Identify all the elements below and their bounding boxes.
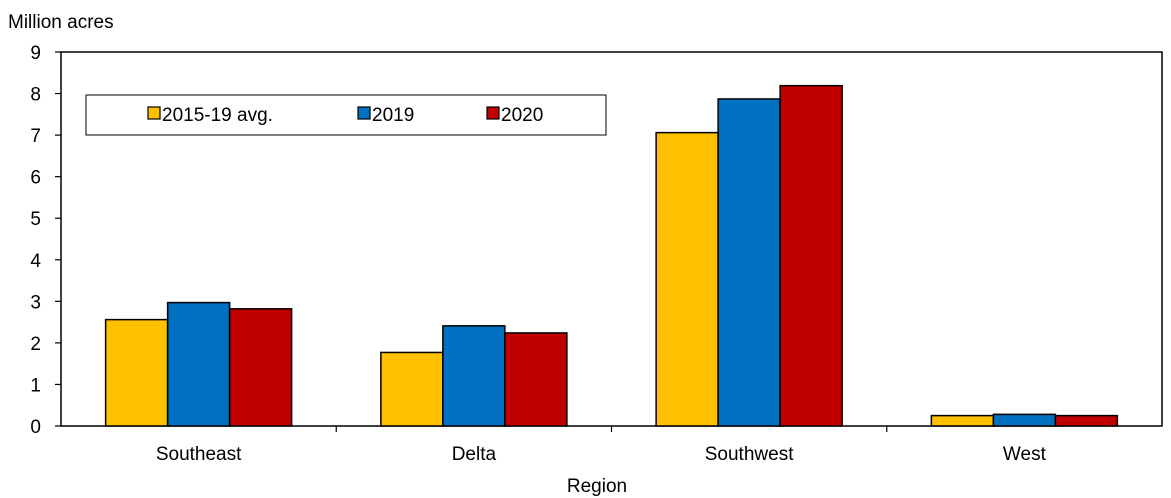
y-axis-title: Million acres bbox=[8, 12, 114, 33]
y-tick-label: 6 bbox=[30, 168, 41, 189]
bar bbox=[930, 414, 995, 427]
legend-swatch bbox=[147, 106, 161, 120]
bar bbox=[1054, 414, 1119, 427]
bar bbox=[779, 84, 843, 427]
legend-label: 2019 bbox=[372, 105, 414, 126]
x-axis-title: Region bbox=[567, 476, 627, 497]
bar bbox=[442, 325, 506, 427]
bar bbox=[166, 301, 231, 427]
plot-area: 0 1 2 3 4 5 6 7 8 9 Southeast Delta Southwest West bbox=[30, 43, 1163, 465]
y-tick-label: 1 bbox=[30, 375, 41, 396]
bar bbox=[504, 332, 568, 427]
y-tick-label: 7 bbox=[30, 126, 41, 147]
x-tick-label: Delta bbox=[452, 444, 497, 465]
y-tick-label: 0 bbox=[30, 417, 41, 438]
bar bbox=[228, 308, 293, 427]
bar bbox=[717, 98, 781, 427]
legend-box bbox=[85, 94, 607, 136]
y-tick-label: 3 bbox=[30, 292, 41, 313]
x-tick-label: West bbox=[1003, 444, 1047, 465]
y-tick-label: 5 bbox=[30, 209, 41, 230]
bar bbox=[104, 318, 169, 427]
y-tick-label: 9 bbox=[30, 43, 41, 64]
bar bbox=[655, 131, 719, 427]
y-tick-label: 4 bbox=[30, 251, 41, 272]
y-tick-label: 8 bbox=[30, 85, 41, 106]
legend-swatch bbox=[486, 106, 500, 120]
y-tick-label: 2 bbox=[30, 334, 41, 355]
legend-label: 2020 bbox=[501, 105, 543, 126]
legend: 2015-19 avg. 2019 2020 bbox=[85, 94, 607, 136]
legend-label: 2015-19 avg. bbox=[162, 105, 273, 126]
bar bbox=[992, 413, 1057, 427]
legend-swatch bbox=[357, 106, 371, 120]
bar bbox=[380, 351, 444, 427]
x-tick-label: Southwest bbox=[705, 444, 794, 465]
x-tick-label: Southeast bbox=[156, 444, 242, 465]
